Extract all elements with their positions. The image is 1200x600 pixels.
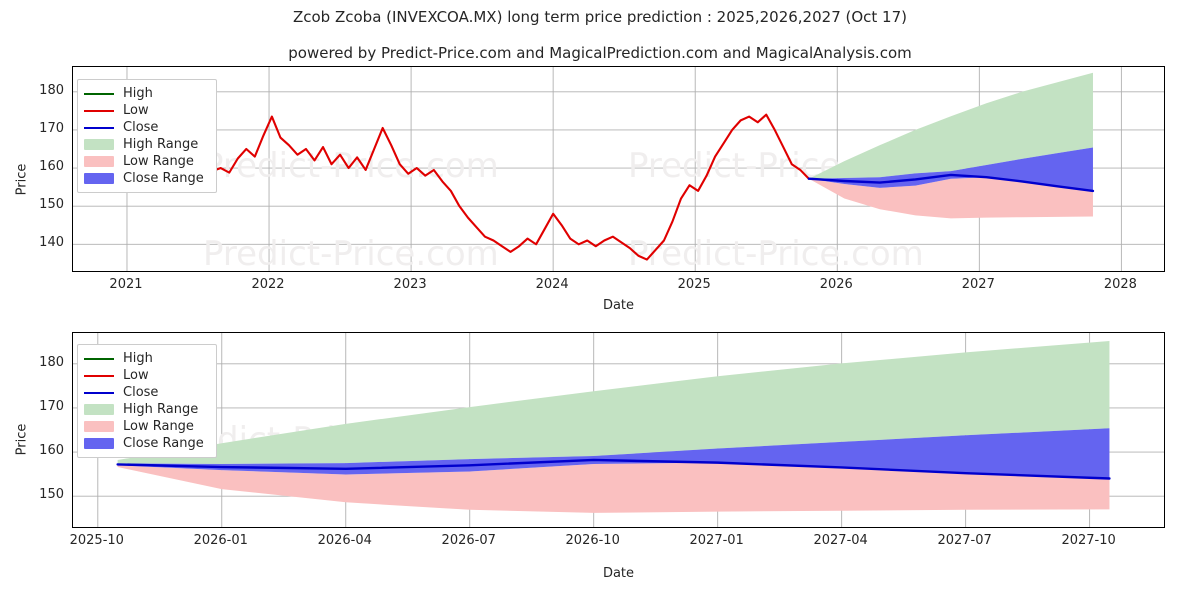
page-subtitle: powered by Predict-Price.com and Magical… [0, 44, 1200, 62]
overview-x-axis-label: Date [72, 298, 1165, 313]
overview-legend-item-close: Close [84, 119, 208, 136]
x-tick-label: 2027-10 [1039, 533, 1139, 548]
forecast-legend-label: Close [123, 386, 158, 399]
forecast-legend-label: Close Range [123, 437, 204, 450]
overview-legend-label: Low Range [123, 155, 194, 168]
y-tick-label: 160 [14, 443, 64, 458]
overview-legend-label: Close [123, 121, 158, 134]
forecast-legend[interactable]: High Low Close High Range Low Range Close Ran… [77, 344, 217, 458]
x-tick-label: 2027-04 [791, 533, 891, 548]
forecast-legend-swatch-patch-icon [84, 404, 114, 415]
x-tick-label: 2025-10 [47, 533, 147, 548]
x-tick-label: 2026-04 [295, 533, 395, 548]
overview-legend-label: High Range [123, 138, 198, 151]
overview-legend-swatch-patch-icon [84, 173, 114, 184]
forecast-x-axis-label: Date [72, 566, 1165, 581]
y-tick-label: 170 [14, 399, 64, 414]
forecast-legend-swatch-line-icon [84, 387, 114, 398]
forecast-legend-swatch-line-icon [84, 353, 114, 364]
x-tick-label: 2024 [502, 277, 602, 292]
overview-legend-swatch-line-icon [84, 88, 114, 99]
overview-legend-label: High [123, 87, 153, 100]
overview-legend-swatch-patch-icon [84, 156, 114, 167]
forecast-legend-item-close-range: Close Range [84, 435, 208, 452]
chart-page: Zcob Zcoba (INVEXCOA.MX) long term price… [0, 0, 1200, 600]
x-tick-label: 2026 [786, 277, 886, 292]
forecast-legend-item-close: Close [84, 384, 208, 401]
x-tick-label: 2027 [928, 277, 1028, 292]
y-tick-label: 150 [14, 197, 64, 212]
x-tick-label: 2022 [218, 277, 318, 292]
x-tick-label: 2021 [76, 277, 176, 292]
overview-legend-label: Close Range [123, 172, 204, 185]
forecast-plot-area[interactable]: Predict-Price.comPredict-Price.com [72, 332, 1165, 528]
x-tick-label: 2026-10 [543, 533, 643, 548]
y-tick-label: 180 [14, 355, 64, 370]
forecast-legend-swatch-patch-icon [84, 421, 114, 432]
overview-legend-swatch-patch-icon [84, 139, 114, 150]
watermark-text: Predict-Price.com [628, 234, 924, 271]
overview-legend-item-high-range: High Range [84, 136, 208, 153]
overview-legend-item-close-range: Close Range [84, 170, 208, 187]
overview-legend-item-high: High [84, 85, 208, 102]
x-tick-label: 2025 [644, 277, 744, 292]
x-tick-label: 2027-07 [915, 533, 1015, 548]
y-tick-label: 160 [14, 159, 64, 174]
y-tick-label: 140 [14, 235, 64, 250]
y-tick-label: 180 [14, 83, 64, 98]
forecast-legend-label: Low Range [123, 420, 194, 433]
forecast-y-axis-label: Price [15, 410, 30, 470]
x-tick-label: 2026-07 [419, 533, 519, 548]
forecast-legend-swatch-line-icon [84, 370, 114, 381]
forecast-legend-swatch-patch-icon [84, 438, 114, 449]
overview-legend-item-low: Low [84, 102, 208, 119]
watermark-text: Predict-Price.com [203, 234, 499, 271]
forecast-legend-item-low-range: Low Range [84, 418, 208, 435]
forecast-legend-label: High Range [123, 403, 198, 416]
x-tick-label: 2028 [1070, 277, 1170, 292]
x-tick-label: 2026-01 [171, 533, 271, 548]
forecast-legend-label: High [123, 352, 153, 365]
y-tick-label: 150 [14, 487, 64, 502]
forecast-legend-item-low: Low [84, 367, 208, 384]
overview-legend-label: Low [123, 104, 149, 117]
overview-legend-item-low-range: Low Range [84, 153, 208, 170]
x-tick-label: 2023 [360, 277, 460, 292]
forecast-legend-item-high: High [84, 350, 208, 367]
overview-legend-swatch-line-icon [84, 122, 114, 133]
x-tick-label: 2027-01 [667, 533, 767, 548]
forecast-legend-item-high-range: High Range [84, 401, 208, 418]
overview-legend[interactable]: High Low Close High Range Low Range Close Ran… [77, 79, 217, 193]
page-title: Zcob Zcoba (INVEXCOA.MX) long term price… [0, 8, 1200, 26]
y-tick-label: 170 [14, 121, 64, 136]
overview-plot-area[interactable]: Predict-Price.comPredict-Price.comPredic… [72, 66, 1165, 272]
forecast-legend-label: Low [123, 369, 149, 382]
overview-legend-swatch-line-icon [84, 105, 114, 116]
